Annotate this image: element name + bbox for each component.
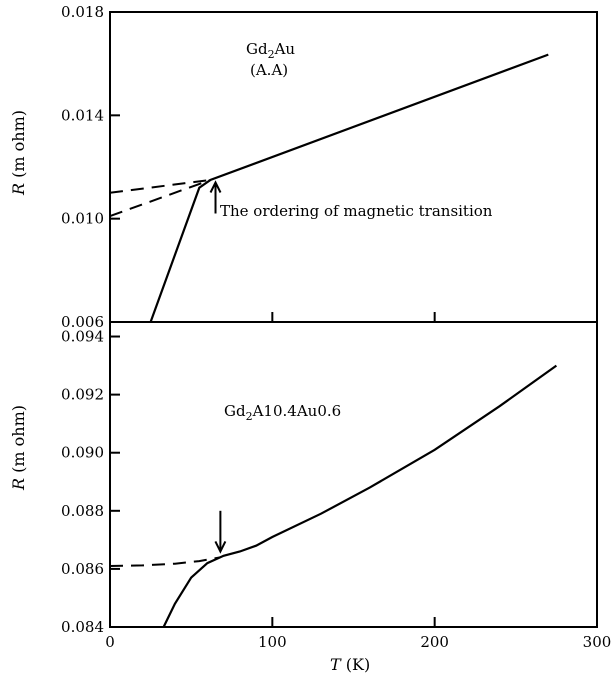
y-tick-label: 0.006	[61, 313, 104, 331]
dashed-extrapolation-line	[109, 178, 211, 194]
x-tick-label: 0	[105, 633, 115, 651]
bottom-compound-rest: A10.4Au0.6	[252, 402, 342, 420]
resistance-curve	[149, 53, 549, 323]
x-tick-label: 100	[258, 633, 287, 651]
top-y-unit: (m ohm)	[9, 110, 28, 183]
top-panel-frame	[109, 11, 598, 323]
transition-arrows	[209, 180, 227, 554]
bottom-panel-frame	[109, 321, 598, 628]
top-compound-label: Gd2Au	[246, 40, 295, 61]
y-tick-label: 0.092	[61, 386, 104, 404]
transition-label: The ordering of magnetic transition	[220, 202, 493, 220]
top-sample-label: (A.A)	[250, 61, 288, 79]
y-tick-label: 0.018	[61, 3, 104, 21]
arrow-head	[214, 541, 227, 554]
arrow-head	[209, 180, 222, 193]
dashed-extrapolation-line	[109, 556, 221, 567]
dashed-extrapolation-line	[109, 178, 211, 218]
y-tick-label: 0.090	[61, 444, 104, 462]
x-unit: (K)	[341, 655, 371, 674]
bottom-compound-base: Gd	[224, 402, 246, 420]
y-tick-label: 0.088	[61, 502, 104, 520]
bottom-y-symbol: R	[9, 478, 28, 491]
x-axis-title: T (K)	[330, 655, 370, 674]
top-panel-series	[109, 53, 549, 323]
y-tick-label: 0.084	[61, 618, 104, 636]
top-compound-sub: 2	[268, 48, 275, 61]
bottom-panel-ticks: 0.084 0.086 0.088 0.090 0.092 0.094 0 100 200 300	[61, 328, 611, 651]
top-compound-base: Gd	[246, 40, 268, 58]
top-compound-rest: Au	[274, 40, 296, 58]
x-tick-label: 200	[420, 633, 449, 651]
top-panel-ticks: 0.006 0.010 0.014 0.018	[61, 3, 436, 331]
y-tick-label: 0.010	[61, 210, 104, 228]
bottom-panel-series	[109, 364, 558, 628]
bottom-y-axis-title: R (m ohm)	[9, 405, 28, 491]
bottom-y-unit: (m ohm)	[9, 405, 28, 478]
x-symbol: T	[330, 655, 342, 674]
x-tick-label: 300	[583, 633, 612, 651]
y-tick-label: 0.094	[61, 328, 104, 346]
bottom-compound-sub: 2	[246, 410, 253, 423]
bottom-compound-label: Gd2A10.4Au0.6	[224, 402, 341, 423]
resistance-curve	[162, 364, 558, 628]
top-y-axis-title: R (m ohm)	[9, 110, 28, 196]
y-tick-label: 0.086	[61, 560, 104, 578]
y-tick-label: 0.014	[61, 106, 104, 124]
top-y-symbol: R	[9, 183, 28, 196]
